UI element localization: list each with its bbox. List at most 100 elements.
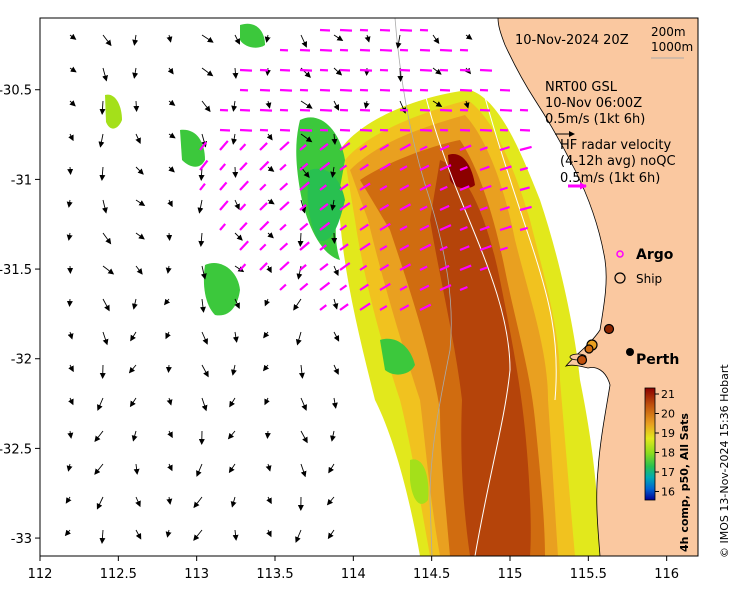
- model-arrow: [265, 100, 272, 109]
- radar-arrow: [379, 162, 391, 171]
- radar-arrow: [359, 163, 369, 171]
- model-arrow: [330, 199, 337, 211]
- model-arrow: [68, 364, 74, 373]
- model-arrow: [102, 265, 115, 275]
- x-tick-label: 115: [498, 567, 523, 582]
- model-arrow: [197, 199, 204, 214]
- radar-arrow: [359, 283, 369, 291]
- radar-arrow: [299, 241, 310, 251]
- model-arrow: [135, 199, 146, 207]
- model-arrow: [265, 463, 272, 472]
- radar-arrow: [299, 144, 307, 151]
- radar-arrow: [479, 266, 488, 272]
- y-tick-label: -31: [11, 173, 32, 188]
- model-arrow: [102, 331, 109, 346]
- ship-marker: [576, 354, 588, 366]
- model-arrow: [165, 529, 172, 538]
- radar-arrow: [399, 285, 408, 291]
- model-arrow: [231, 100, 238, 112]
- radar-arrow: [419, 145, 428, 151]
- model-arrow: [267, 198, 275, 205]
- model-arrow: [102, 232, 112, 245]
- radar-arrow: [339, 243, 349, 251]
- model-arrow: [298, 364, 305, 379]
- radar-legend-line2: (4-12h avg) noQC: [560, 154, 676, 169]
- model-arrow: [230, 364, 237, 376]
- radar-arrow: [319, 108, 333, 112]
- model-arrow: [300, 133, 313, 143]
- model-arrow: [102, 34, 112, 47]
- radar-arrow: [479, 165, 490, 172]
- radar-arrow: [499, 145, 510, 152]
- model-arrow: [201, 331, 208, 345]
- model-arrow: [295, 331, 302, 346]
- radar-arrow: [279, 163, 287, 171]
- ship-legend-icon: [614, 272, 626, 284]
- model-arrow: [232, 529, 239, 541]
- model-arrow: [130, 331, 137, 342]
- radar-arrow: [299, 204, 307, 211]
- radar-arrow: [219, 223, 227, 231]
- radar-arrow: [299, 181, 310, 191]
- y-tick-label: -32.5: [0, 442, 32, 457]
- radar-arrow: [459, 185, 470, 192]
- radar-arrow: [279, 182, 289, 191]
- model-arrow: [333, 34, 344, 41]
- model-arrow: [300, 397, 307, 411]
- argo-label: Argo: [636, 247, 674, 263]
- model-arrow: [465, 33, 473, 40]
- radar-arrow: [399, 244, 410, 251]
- hf-radar-arrows: [199, 28, 532, 311]
- radar-arrow: [459, 144, 472, 152]
- model-arrow: [201, 397, 208, 412]
- radar-arrow: [239, 161, 248, 171]
- radar-arrow: [499, 186, 508, 192]
- radar-arrow: [359, 68, 373, 72]
- radar-arrow: [239, 180, 249, 191]
- radar-arrow: [419, 68, 433, 72]
- y-axis-ticks: -30.5 -31 -31.5 -32 -32.5 -33: [0, 84, 40, 547]
- colorbar-tick-label: 17: [661, 466, 675, 479]
- radar-arrow: [319, 281, 331, 291]
- radar-arrow: [519, 145, 532, 152]
- model-arrow: [266, 496, 272, 505]
- radar-arrow: [279, 261, 290, 271]
- model-arrow: [333, 364, 339, 375]
- model-arrow: [300, 34, 308, 48]
- radar-arrow: [319, 262, 329, 271]
- radar-arrow: [399, 203, 412, 211]
- y-tick-label: -33: [11, 532, 32, 547]
- radar-arrow: [279, 242, 289, 251]
- model-arrow: [135, 496, 141, 508]
- ship-label: Ship: [636, 272, 662, 286]
- radar-arrow: [439, 108, 453, 112]
- radar-arrow: [239, 221, 248, 231]
- model-arrow: [266, 529, 272, 538]
- x-tick-label: 112: [28, 567, 53, 582]
- radar-arrow: [399, 184, 410, 191]
- model-arrow: [264, 67, 271, 76]
- radar-arrow: [319, 142, 329, 151]
- colorbar-tick-label: 19: [661, 427, 675, 440]
- x-axis-ticks: 112 112.5 113 113.5 114 114.5 115 115.5 116: [28, 556, 679, 582]
- radar-arrow: [499, 165, 512, 172]
- x-tick-label: 112.5: [100, 567, 137, 582]
- radar-arrow: [439, 224, 452, 232]
- x-tick-label: 113.5: [256, 567, 293, 582]
- model-arrow: [333, 100, 340, 111]
- model-arrow: [97, 397, 104, 411]
- model-arrow: [330, 430, 336, 442]
- model-arrow: [165, 331, 171, 340]
- colorbar-tick-label: 20: [661, 408, 675, 421]
- radar-arrow: [379, 203, 390, 211]
- model-arrow: [101, 199, 108, 214]
- model-arrow: [96, 496, 104, 510]
- model-arrow: [230, 496, 237, 508]
- model-arrow: [166, 496, 173, 505]
- colorbar: [644, 387, 656, 501]
- model-arrow: [94, 430, 104, 443]
- y-tick-label: -31.5: [0, 263, 32, 278]
- model-arrow: [201, 100, 211, 113]
- radar-arrow: [399, 28, 413, 32]
- model-arrow: [264, 397, 270, 406]
